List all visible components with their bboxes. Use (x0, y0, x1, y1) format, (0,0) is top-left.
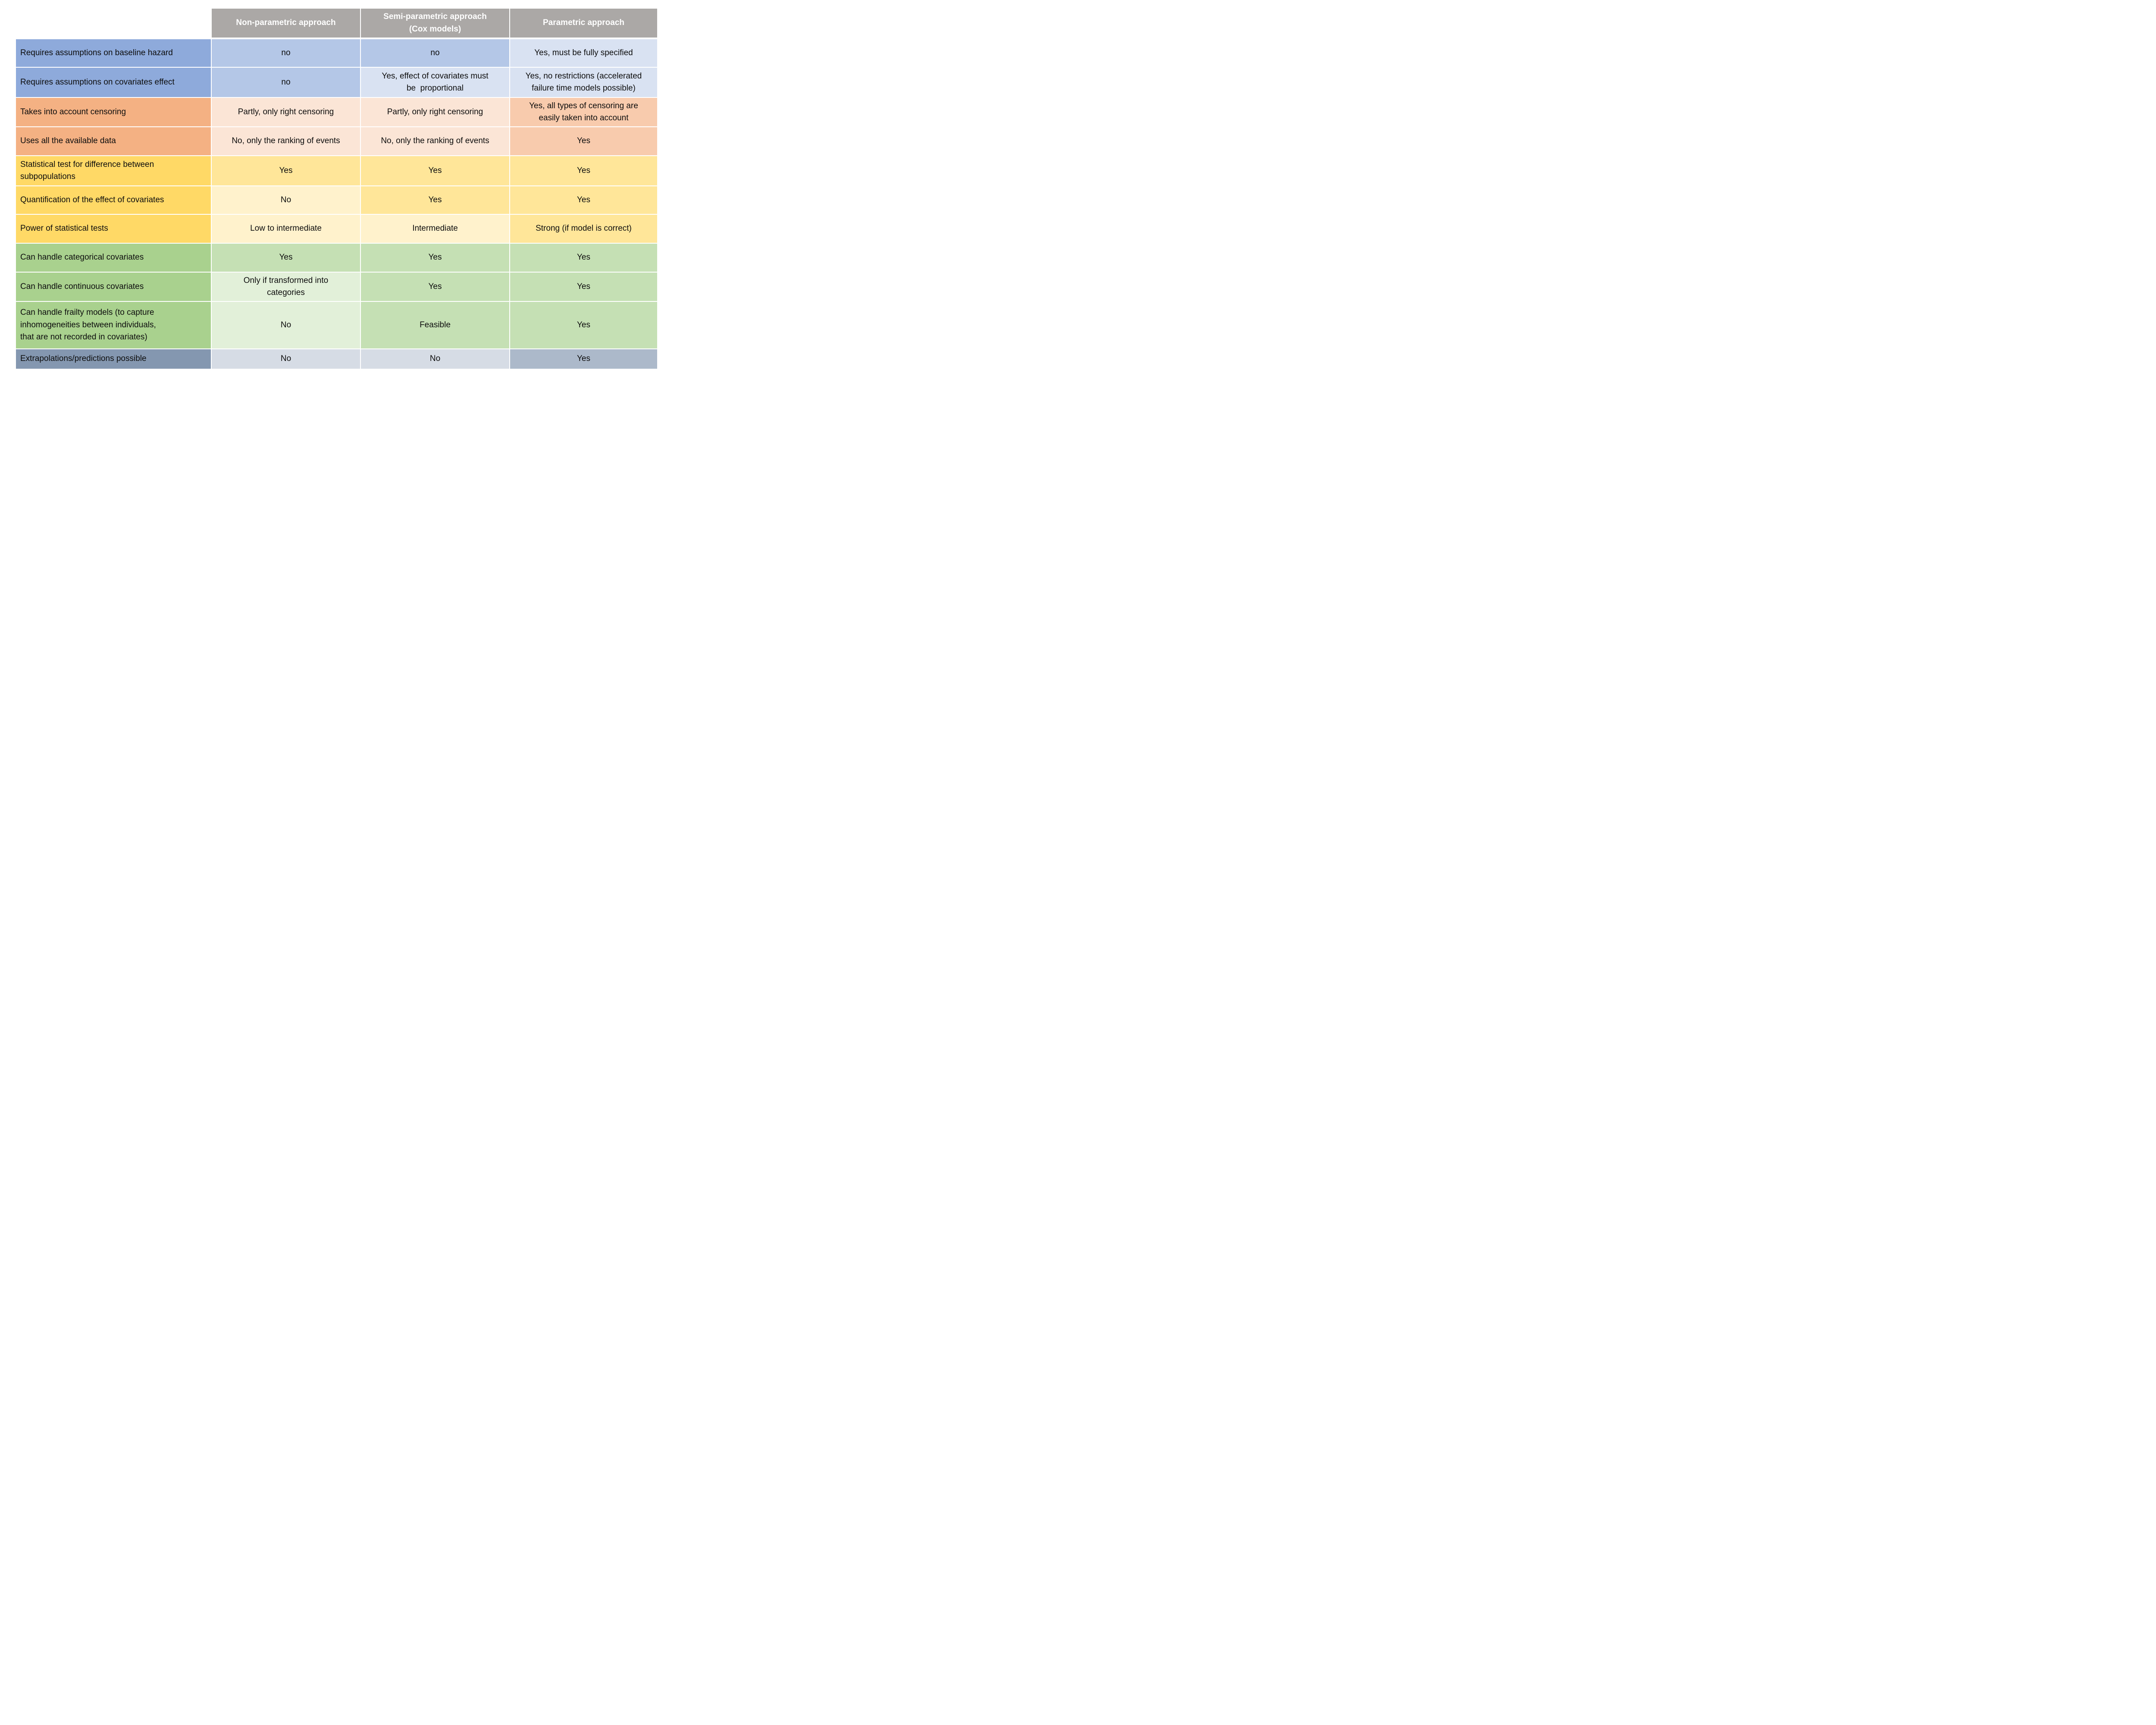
data-cell: Yes, all types of censoring are easily t… (510, 98, 657, 126)
data-cell: Low to intermediate (212, 215, 360, 243)
data-cell: Yes, effect of covariates must be propor… (361, 68, 509, 97)
data-cell: Yes, must be fully specified (510, 39, 657, 67)
row-label-continuous-covariates: Can handle continuous covariates (16, 273, 211, 301)
data-cell: Partly, only right censoring (212, 98, 360, 126)
data-cell: No (212, 302, 360, 348)
corner-cell (16, 9, 211, 38)
row-label-power-of-tests: Power of statistical tests (16, 215, 211, 243)
data-cell: no (212, 68, 360, 97)
data-cell: Yes (510, 127, 657, 155)
data-cell: Yes (361, 186, 509, 214)
data-cell: Strong (if model is correct) (510, 215, 657, 243)
data-cell: Yes (510, 156, 657, 185)
data-cell: Feasible (361, 302, 509, 348)
data-cell: Yes (510, 244, 657, 272)
row-label-covariates-effect: Requires assumptions on covariates effec… (16, 68, 211, 97)
data-cell: No (212, 186, 360, 214)
column-header-semi-parametric: Semi-parametric approach (Cox models) (361, 9, 509, 38)
row-label-extrapolations: Extrapolations/predictions possible (16, 349, 211, 369)
row-label-censoring: Takes into account censoring (16, 98, 211, 126)
data-cell: Yes (510, 349, 657, 369)
data-cell: Yes (510, 186, 657, 214)
data-cell: Partly, only right censoring (361, 98, 509, 126)
data-cell: No, only the ranking of events (361, 127, 509, 155)
data-cell: Yes, no restrictions (accelerated failur… (510, 68, 657, 97)
data-cell: Intermediate (361, 215, 509, 243)
column-header-non-parametric: Non-parametric approach (212, 9, 360, 38)
data-cell: Yes (212, 244, 360, 272)
data-cell: Only if transformed into categories (212, 273, 360, 301)
row-label-quantification: Quantification of the effect of covariat… (16, 186, 211, 214)
row-label-categorical-covariates: Can handle categorical covariates (16, 244, 211, 272)
row-label-frailty-models: Can handle frailty models (to capture in… (16, 302, 211, 348)
data-cell: no (212, 39, 360, 67)
data-cell: No, only the ranking of events (212, 127, 360, 155)
data-cell: Yes (510, 302, 657, 348)
row-label-statistical-test: Statistical test for difference between … (16, 156, 211, 185)
data-cell: Yes (361, 244, 509, 272)
row-label-available-data: Uses all the available data (16, 127, 211, 155)
comparison-table: Non-parametric approach Semi-parametric … (16, 9, 657, 369)
data-cell: Yes (361, 273, 509, 301)
data-cell: Yes (510, 273, 657, 301)
data-cell: Yes (212, 156, 360, 185)
row-label-baseline-hazard: Requires assumptions on baseline hazard (16, 39, 211, 67)
data-cell: No (212, 349, 360, 369)
data-cell: Yes (361, 156, 509, 185)
data-cell: no (361, 39, 509, 67)
data-cell: No (361, 349, 509, 369)
column-header-parametric: Parametric approach (510, 9, 657, 38)
